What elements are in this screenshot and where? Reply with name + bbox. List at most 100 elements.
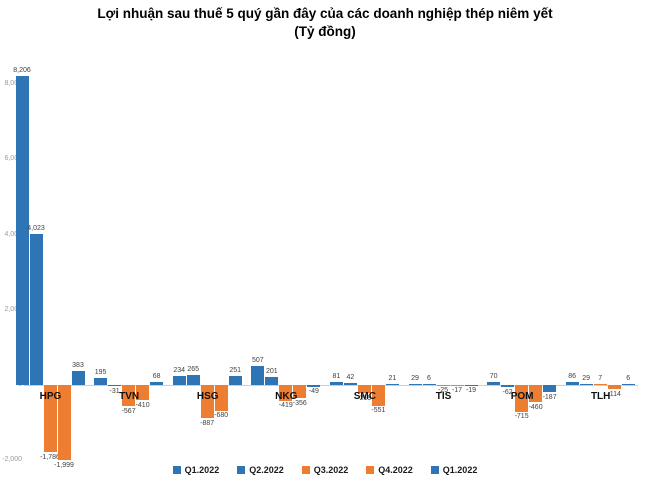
bar-Q1.2022-HSG bbox=[228, 375, 242, 385]
legend-item-Q2.2022: Q2.2022 bbox=[237, 465, 284, 475]
legend-swatch bbox=[172, 466, 181, 474]
chart-title: Lợi nhuận sau thuế 5 quý gần đây của các… bbox=[97, 6, 553, 21]
bar-Q3.2022-POM bbox=[515, 385, 529, 412]
bar-Q1.2022-TLH bbox=[621, 384, 635, 385]
category-label-NKG: NKG bbox=[275, 391, 298, 402]
bar-Q1.2022-HPG bbox=[71, 370, 85, 385]
legend-swatch bbox=[237, 466, 246, 474]
bar-value-label: 265 bbox=[187, 366, 200, 374]
legend-item-Q3.2022: Q3.2022 bbox=[301, 465, 348, 475]
x-axis-line bbox=[24, 385, 638, 386]
bar-Q2.2022-SMC bbox=[343, 383, 357, 385]
bar-Q1.2022-SMC bbox=[385, 384, 399, 385]
bar-value-label: -715 bbox=[514, 413, 529, 421]
y-axis-tick-label: -2,000 bbox=[2, 456, 22, 464]
bar-value-label: 195 bbox=[94, 368, 107, 376]
bar-Q4.2022-NKG bbox=[293, 385, 307, 399]
bar-value-label: -1,786 bbox=[40, 453, 60, 461]
bar-value-label: 507 bbox=[251, 356, 264, 364]
bar-value-label: 234 bbox=[173, 367, 186, 375]
category-label-HPG: HPG bbox=[39, 391, 62, 402]
bar-value-label: -25 bbox=[437, 387, 449, 395]
bar-value-label: 29 bbox=[411, 374, 419, 382]
y-axis-tick-label: 6,000 bbox=[4, 155, 22, 163]
legend-swatch bbox=[366, 466, 375, 474]
bar-value-label: -19 bbox=[465, 387, 477, 395]
bar-value-label: -680 bbox=[214, 412, 229, 420]
bar-Q1.2022-TLH bbox=[565, 381, 579, 385]
bar-value-label: 383 bbox=[72, 361, 84, 369]
bar-Q3.2022-TIS bbox=[436, 385, 450, 386]
bar-value-label: -356 bbox=[292, 399, 307, 407]
bar-Q1.2022-POM bbox=[543, 385, 557, 393]
bar-Q4.2022-HSG bbox=[214, 385, 228, 411]
bar-Q2.2022-HSG bbox=[186, 375, 200, 385]
bar-Q2.2022-NKG bbox=[265, 377, 279, 385]
bar-value-label: 4,023 bbox=[27, 224, 45, 232]
bar-value-label: -460 bbox=[528, 403, 543, 411]
bar-value-label: -419 bbox=[278, 402, 293, 410]
bar-value-label: 21 bbox=[388, 375, 397, 383]
bar-value-label: 29 bbox=[582, 374, 591, 382]
bar-value-label: 68 bbox=[152, 373, 161, 381]
bar-Q3.2022-HPG bbox=[43, 385, 57, 453]
bar-Q1.2022-TVN bbox=[150, 382, 164, 385]
bar-value-label: 201 bbox=[265, 368, 278, 376]
category-label-HSG: HSG bbox=[196, 391, 219, 402]
chart-subtitle: (Tỷ đồng) bbox=[294, 24, 356, 39]
legend-item-Q1.2022: Q1.2022 bbox=[430, 465, 478, 475]
bar-value-label: 86 bbox=[568, 372, 577, 380]
legend-label: Q1.2022 bbox=[442, 465, 478, 475]
legend-label: Q1.2022 bbox=[184, 465, 220, 475]
bar-value-label: 6 bbox=[427, 375, 431, 383]
bar-value-label: -114 bbox=[607, 390, 621, 398]
bar-Q3.2022-NKG bbox=[279, 385, 293, 401]
legend-label: Q2.2022 bbox=[249, 465, 284, 475]
y-axis-tick-label: 4,000 bbox=[4, 230, 22, 238]
bar-Q3.2022-SMC bbox=[357, 385, 371, 394]
bar-Q2.2022-TVN bbox=[108, 385, 122, 387]
bar-value-label: -62 bbox=[502, 388, 513, 396]
bar-Q4.2022-TLH bbox=[607, 385, 621, 390]
bar-Q3.2022-TLH bbox=[593, 384, 607, 385]
category-label-TVN: TVN bbox=[119, 391, 140, 402]
bar-Q2.2022-TLH bbox=[579, 383, 593, 385]
bar-value-label: 251 bbox=[229, 366, 242, 374]
bar-Q2.2022-TIS bbox=[422, 384, 436, 385]
category-label-POM: POM bbox=[510, 391, 534, 402]
y-axis-tick-label: 2,000 bbox=[4, 305, 22, 313]
legend: Q1.2022 Q2.2022 Q3.2022 Q4.2022 Q1.2022 bbox=[0, 462, 650, 478]
legend-label: Q4.2022 bbox=[378, 465, 413, 475]
bar-value-label: 42 bbox=[346, 374, 355, 382]
bar-value-label: -410 bbox=[135, 401, 150, 409]
bar-value-label: -219 bbox=[357, 394, 372, 402]
legend-swatch bbox=[301, 466, 310, 474]
bar-value-label: 8,206 bbox=[13, 67, 31, 75]
bar-value-label: 70 bbox=[489, 373, 498, 381]
bar-Q1.2022-TIS bbox=[408, 383, 422, 385]
bar-Q3.2022-TVN bbox=[122, 385, 136, 407]
bar-Q1.2022-TVN bbox=[94, 377, 108, 385]
bar-Q3.2022-HSG bbox=[200, 385, 214, 419]
bar-Q4.2022-TIS bbox=[450, 385, 464, 386]
bar-Q4.2022-POM bbox=[529, 385, 543, 403]
bar-Q1.2022-NKG bbox=[307, 385, 321, 387]
y-axis-tick-label: 8,000 bbox=[4, 80, 22, 88]
bar-Q1.2022-HPG bbox=[15, 76, 29, 385]
bar-Q2.2022-HPG bbox=[29, 233, 43, 385]
legend-item-Q1.2022: Q1.2022 bbox=[172, 465, 220, 475]
bar-Q4.2022-SMC bbox=[371, 385, 385, 406]
bar-value-label: -31 bbox=[109, 387, 120, 395]
bar-Q1.2022-TIS bbox=[464, 385, 478, 386]
bar-value-label: -187 bbox=[542, 393, 557, 401]
bar-Q1.2022-HSG bbox=[172, 376, 186, 385]
bar-value-label: -887 bbox=[200, 419, 215, 427]
bar-Q2.2022-POM bbox=[501, 385, 515, 388]
legend-swatch bbox=[430, 466, 439, 474]
bar-value-label: -567 bbox=[121, 407, 136, 415]
legend-item-Q4.2022: Q4.2022 bbox=[366, 465, 413, 475]
category-label-SMC: SMC bbox=[353, 391, 376, 402]
category-label-TLH: TLH bbox=[590, 391, 611, 402]
bar-value-label: -49 bbox=[308, 388, 319, 396]
